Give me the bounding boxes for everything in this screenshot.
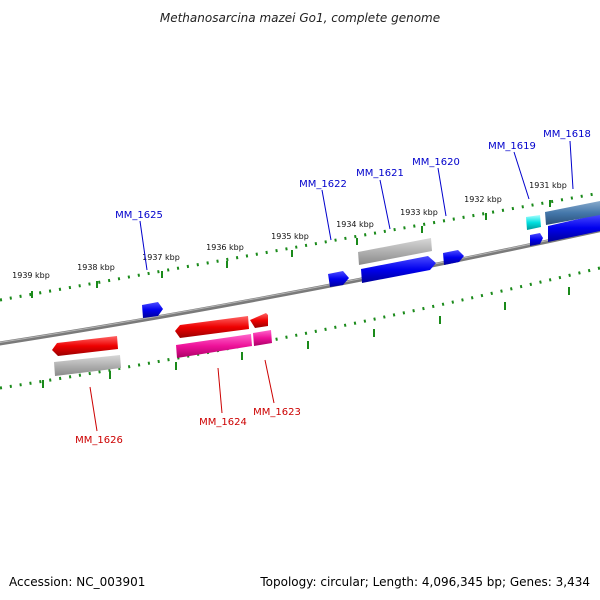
gene-mm-1619[interactable] [530,233,543,246]
tick-label: 1936 kbp [206,243,244,252]
label-mm-1622[interactable]: MM_1622 [299,179,347,190]
pink-feature-1623 [253,330,272,346]
genome-stats-text: Topology: circular; Length: 4,096,345 bp… [259,575,590,589]
steel-feature [545,201,600,225]
forward-major-ticks [31,200,551,298]
cyan-feature [526,215,541,230]
reverse-major-ticks [42,287,570,388]
label-mm-1621[interactable]: MM_1621 [356,168,404,179]
gray-feature-1626 [54,355,121,376]
reverse-labels: MM_1623 MM_1624 MM_1626 [75,359,301,446]
label-mm-1618[interactable]: MM_1618 [543,129,591,140]
tick-label: 1935 kbp [271,232,309,241]
tick-label: 1932 kbp [464,195,502,204]
gene-mm-1620[interactable] [443,250,464,265]
gene-mm-1625[interactable] [142,302,163,318]
label-mm-1624[interactable]: MM_1624 [199,417,247,428]
forward-genes [142,214,600,318]
label-mm-1625[interactable]: MM_1625 [115,210,163,221]
accession-text: Accession: NC_003901 [9,575,145,589]
kbp-labels: 1931 kbp 1932 kbp 1933 kbp 1934 kbp 1935… [12,181,567,280]
gene-mm-1622[interactable] [328,271,349,287]
map-title: Methanosarcina mazei Go1, complete genom… [160,11,440,25]
label-mm-1626[interactable]: MM_1626 [75,435,123,446]
reverse-tick-track [0,266,600,390]
reverse-genes [52,313,272,376]
gene-mm-1626[interactable] [52,336,118,356]
forward-tick-track [0,191,600,302]
tick-label: 1938 kbp [77,263,115,272]
gene-mm-1618[interactable] [548,214,600,242]
label-mm-1623[interactable]: MM_1623 [253,407,301,418]
gene-mm-1624[interactable] [175,316,249,338]
tick-label: 1931 kbp [529,181,567,190]
tick-label: 1934 kbp [336,220,374,229]
genome-backbone [0,228,600,346]
tick-label: 1939 kbp [12,271,50,280]
tick-label: 1933 kbp [400,208,438,217]
gene-mm-1621[interactable] [361,256,436,283]
forward-gray-features [358,201,600,265]
genome-backbone-highlight [0,228,600,343]
gene-mm-1623[interactable] [250,313,268,328]
label-mm-1620[interactable]: MM_1620 [412,157,460,168]
tick-label: 1937 kbp [142,253,180,262]
forward-labels: MM_1618 MM_1619 MM_1620 MM_1621 MM_1622 … [115,129,591,271]
pink-feature-1624 [176,334,252,358]
label-mm-1619[interactable]: MM_1619 [488,141,536,152]
